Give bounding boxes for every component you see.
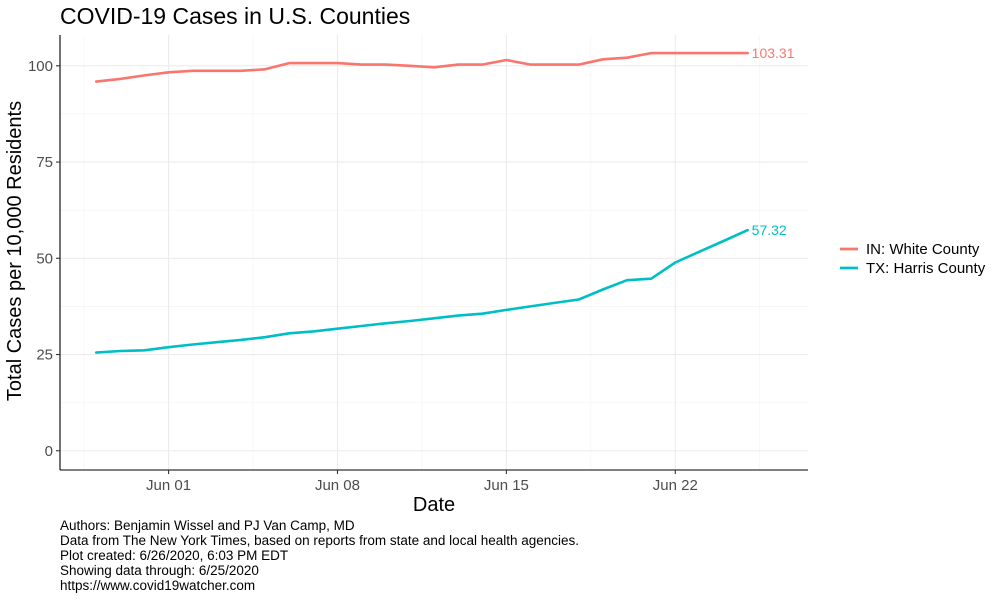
grid-lines xyxy=(60,35,808,470)
end-label-0: 103.31 xyxy=(752,45,795,61)
caption-url: https://www.covid19watcher.com xyxy=(60,578,256,593)
x-axis-title: Date xyxy=(413,494,455,516)
x-tick-label: Jun 15 xyxy=(484,477,529,494)
y-tick-label: 50 xyxy=(36,250,53,267)
caption: Authors: Benjamin Wissel and PJ Van Camp… xyxy=(60,518,579,593)
series-line-1 xyxy=(94,228,750,354)
end-labels: 103.31 57.32 xyxy=(752,45,795,238)
series-lines xyxy=(94,51,750,354)
end-label-1: 57.32 xyxy=(752,222,787,238)
caption-authors: Authors: Benjamin Wissel and PJ Van Camp… xyxy=(60,518,355,533)
y-tick-label: 75 xyxy=(36,154,53,171)
legend: IN: White County TX: Harris County xyxy=(840,241,986,277)
x-tick-label: Jun 08 xyxy=(315,477,360,494)
y-tick-label: 0 xyxy=(45,443,53,460)
chart-title: COVID-19 Cases in U.S. Counties xyxy=(60,3,410,29)
legend-label-1: TX: Harris County xyxy=(866,260,986,277)
caption-through: Showing data through: 6/25/2020 xyxy=(60,563,259,578)
axes xyxy=(59,35,808,471)
y-axis-title: Total Cases per 10,000 Residents xyxy=(4,101,26,401)
x-tick-label: Jun 22 xyxy=(653,477,698,494)
series-line-0 xyxy=(94,51,750,83)
y-tick-label: 100 xyxy=(28,58,53,75)
x-tick-label: Jun 01 xyxy=(146,477,191,494)
legend-label-0: IN: White County xyxy=(866,241,980,258)
y-tick-label: 25 xyxy=(36,347,53,364)
caption-source: Data from The New York Times, based on r… xyxy=(60,533,580,548)
tick-labels: 0 25 50 75 100 Jun 01 Jun 08 Jun 15 Jun 22 xyxy=(28,58,698,494)
caption-created: Plot created: 6/26/2020, 6:03 PM EDT xyxy=(60,548,289,563)
